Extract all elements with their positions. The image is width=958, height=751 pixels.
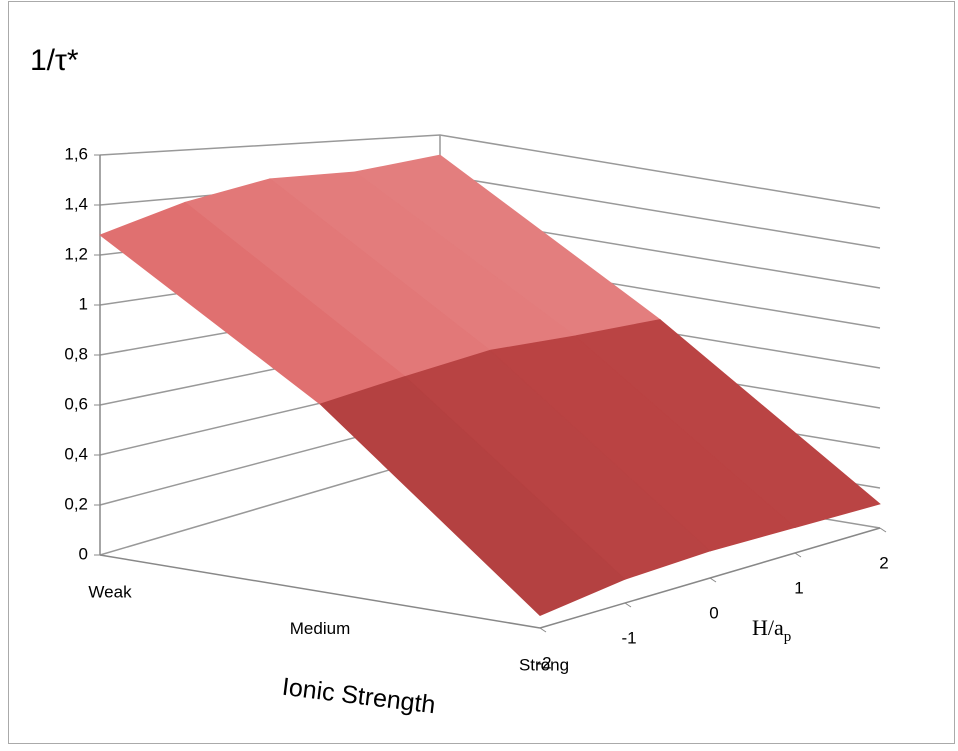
z-tick-label: 0,4 xyxy=(64,444,88,463)
x-tick-label: Weak xyxy=(88,582,132,601)
z-tick-label: 0,2 xyxy=(64,494,88,513)
depth-tick-label: 0 xyxy=(709,603,718,622)
depth-axis-title: H/ap xyxy=(752,615,791,645)
z-tick-label: 1,4 xyxy=(64,194,88,213)
depth-tick xyxy=(879,527,887,533)
depth-tick-label: 2 xyxy=(879,553,888,572)
z-tick-label: 0 xyxy=(79,544,88,563)
x-axis xyxy=(99,554,541,629)
z-tick-label: 1,6 xyxy=(64,144,88,163)
depth-tick xyxy=(794,552,802,558)
depth-tick xyxy=(539,627,547,633)
z-tick-label: 1,2 xyxy=(64,244,88,263)
surface-patch xyxy=(319,376,626,616)
x-tick-label: Strong xyxy=(519,655,569,674)
z-tick-label: 0,8 xyxy=(64,344,88,363)
z-tick-label: 1 xyxy=(79,294,88,313)
depth-tick-label: -1 xyxy=(621,628,636,647)
z-tick-label: 0,6 xyxy=(64,394,88,413)
depth-axis-title-sub: p xyxy=(784,629,792,645)
x-tick-label: Medium xyxy=(290,619,350,638)
depth-tick xyxy=(624,602,632,608)
depth-tick-label: 1 xyxy=(794,578,803,597)
depth-axis-title-main: H/a xyxy=(752,615,784,640)
chart-title: 1/τ* xyxy=(30,44,79,77)
depth-tick-label: -2 xyxy=(536,653,551,672)
surface xyxy=(99,154,881,616)
depth-tick xyxy=(709,577,717,583)
axes: 00,20,40,60,811,21,41,6WeakMediumStrong-… xyxy=(64,144,888,674)
